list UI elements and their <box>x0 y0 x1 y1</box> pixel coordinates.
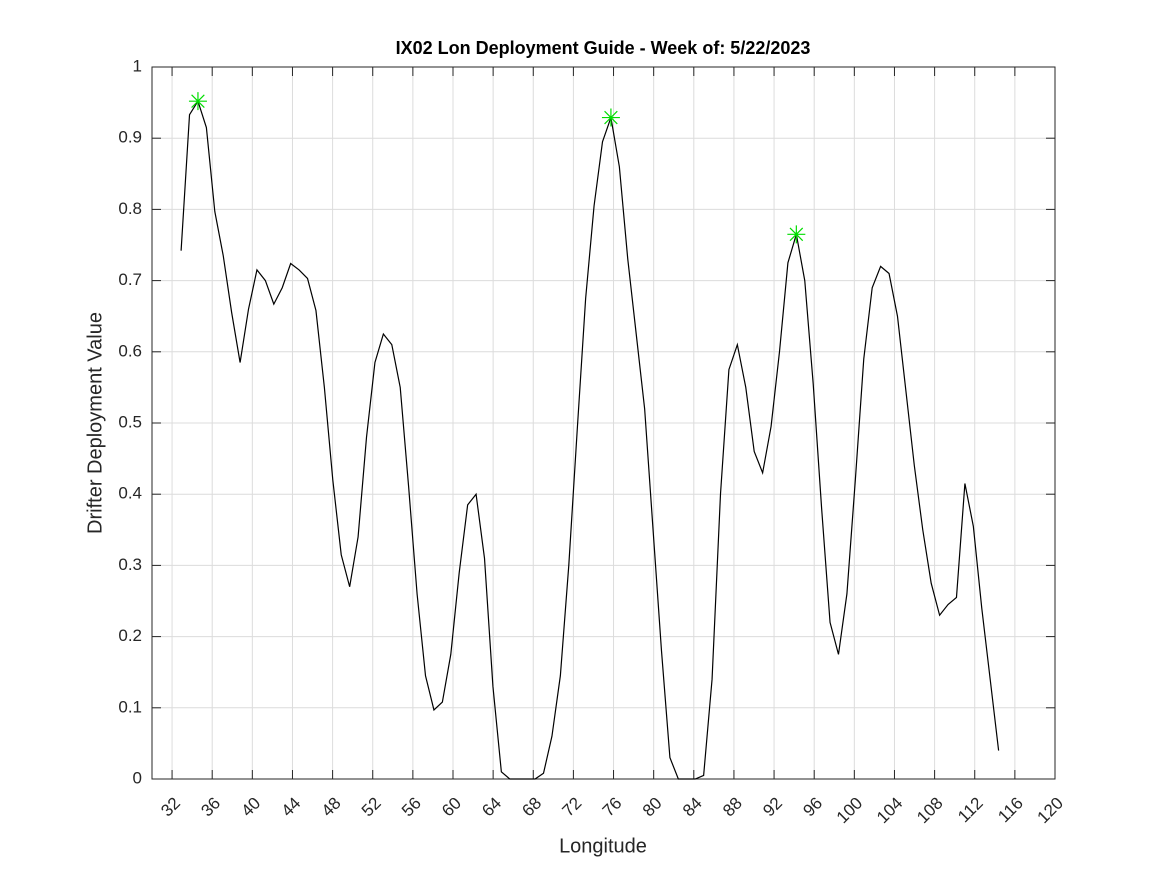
y-axis-label: Drifter Deployment Value <box>84 312 106 534</box>
y-tick-label: 0.5 <box>118 412 142 431</box>
y-tick-label: 0.4 <box>118 484 142 503</box>
peak-marker <box>601 108 620 127</box>
y-tick-label: 0.1 <box>118 697 142 716</box>
y-tick-label: 0 <box>133 768 142 787</box>
chart-title: IX02 Lon Deployment Guide - Week of: 5/2… <box>396 38 811 58</box>
y-tick-label: 0.9 <box>118 128 142 147</box>
y-tick-label: 0.7 <box>118 270 142 289</box>
y-tick-label: 0.6 <box>118 341 142 360</box>
line-series <box>180 99 1000 780</box>
x-axis-label: Longitude <box>559 835 647 857</box>
peak-marker <box>787 225 806 244</box>
y-tick-label: 0.3 <box>118 555 142 574</box>
y-tick-label: 0.2 <box>118 626 142 645</box>
y-tick-label: 1 <box>133 56 142 75</box>
axes-box <box>151 66 1056 780</box>
y-tick-label: 0.8 <box>118 199 142 218</box>
peak-marker <box>188 92 207 111</box>
